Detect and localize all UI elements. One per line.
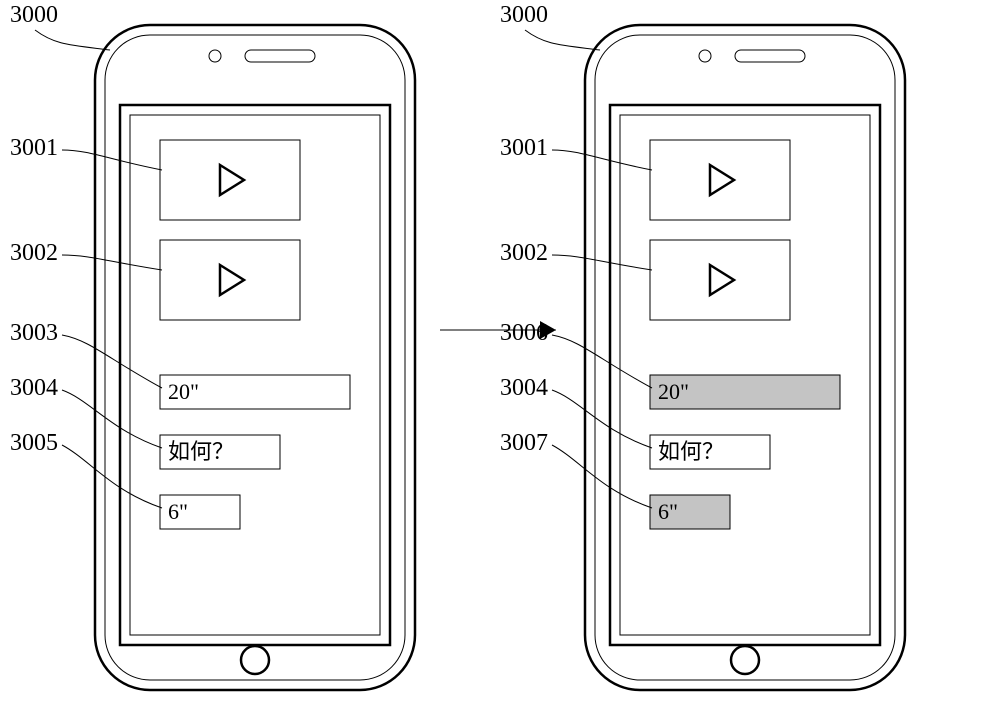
speaker-icon [245, 50, 315, 62]
ref-label: 3004 [10, 375, 58, 401]
play-icon [220, 265, 244, 295]
callouts-right: 3000 3001 3002 3006 3004 3007 [500, 2, 652, 508]
message-bubble-b[interactable]: 如何？ [650, 435, 770, 469]
message-bubble-b[interactable]: 如何？ [160, 435, 280, 469]
message-text: 如何？ [658, 439, 724, 464]
ref-label: 3003 [10, 320, 58, 346]
message-text: 6" [658, 499, 678, 524]
home-button[interactable] [731, 646, 759, 674]
callouts-left: 3000 3001 3002 3003 3004 3005 [10, 2, 162, 508]
phone-body-inner [595, 35, 895, 680]
patent-figure: 20" 如何？ 6" 20" [0, 0, 1000, 717]
phone-left: 20" 如何？ 6" [95, 25, 415, 690]
video-tile-2[interactable] [160, 240, 300, 320]
play-icon [710, 265, 734, 295]
ref-label: 3005 [10, 430, 58, 456]
ref-label: 3000 [500, 2, 548, 28]
ref-label: 3001 [500, 135, 548, 161]
message-text: 如何？ [168, 439, 234, 464]
message-bubble-a-selected[interactable]: 20" [650, 375, 840, 409]
camera-icon [209, 50, 221, 62]
ref-label: 3004 [500, 375, 548, 401]
ref-label: 3000 [10, 2, 58, 28]
message-bubble-a[interactable]: 20" [160, 375, 350, 409]
message-text: 6" [168, 499, 188, 524]
phone-body-outer [585, 25, 905, 690]
ref-label: 3007 [500, 430, 548, 456]
phone-body-inner [105, 35, 405, 680]
camera-icon [699, 50, 711, 62]
video-tile-1[interactable] [650, 140, 790, 220]
play-icon [710, 165, 734, 195]
home-button[interactable] [241, 646, 269, 674]
video-tile-1[interactable] [160, 140, 300, 220]
video-tile-2[interactable] [650, 240, 790, 320]
phone-right: 20" 如何？ 6" [585, 25, 905, 690]
message-text: 20" [168, 379, 199, 404]
phone-body-outer [95, 25, 415, 690]
speaker-icon [735, 50, 805, 62]
ref-label: 3002 [10, 240, 58, 266]
message-bubble-c-selected[interactable]: 6" [650, 495, 730, 529]
message-text: 20" [658, 379, 689, 404]
ref-label: 3002 [500, 240, 548, 266]
ref-label: 3006 [500, 320, 548, 346]
play-icon [220, 165, 244, 195]
message-bubble-c[interactable]: 6" [160, 495, 240, 529]
ref-label: 3001 [10, 135, 58, 161]
